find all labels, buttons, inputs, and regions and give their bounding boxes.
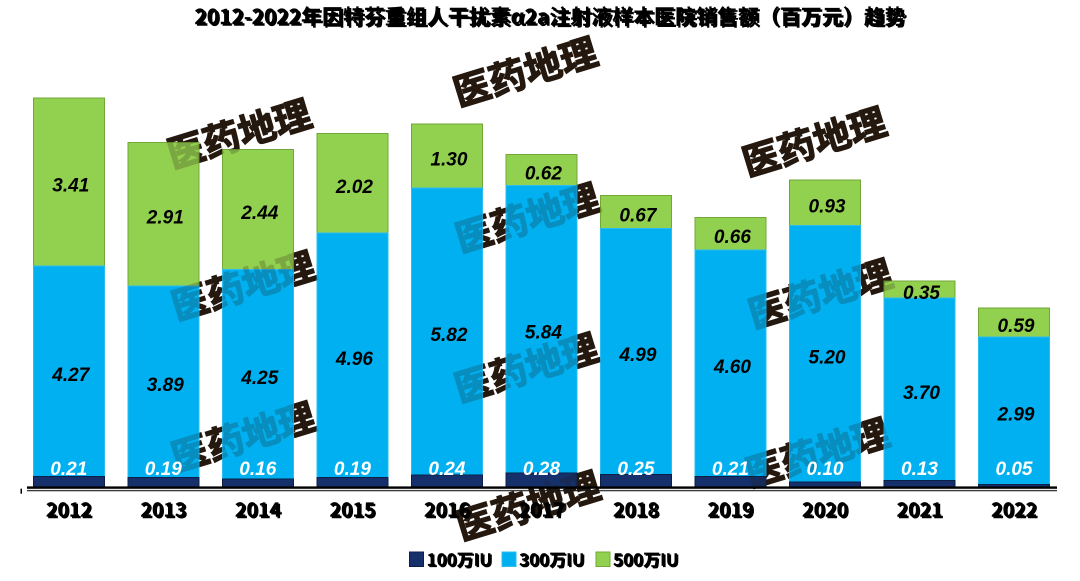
svg-text:0.13: 0.13	[901, 459, 938, 480]
svg-text:2.44: 2.44	[240, 203, 278, 224]
svg-text:0.67: 0.67	[619, 206, 657, 227]
svg-text:4.96: 4.96	[335, 349, 373, 370]
svg-text:2.99: 2.99	[997, 404, 1035, 425]
svg-text:3.89: 3.89	[147, 375, 184, 396]
svg-text:3.70: 3.70	[903, 383, 940, 404]
svg-text:0.93: 0.93	[809, 196, 846, 217]
svg-text:0.24: 0.24	[428, 459, 465, 480]
svg-text:4.27: 4.27	[51, 365, 90, 386]
svg-text:4.60: 4.60	[713, 357, 751, 378]
svg-text:5.20: 5.20	[809, 347, 846, 368]
svg-text:0.28: 0.28	[523, 459, 560, 480]
svg-text:5.84: 5.84	[525, 323, 562, 344]
svg-text:1.30: 1.30	[430, 150, 467, 171]
svg-text:2.91: 2.91	[146, 208, 184, 229]
svg-text:0.21: 0.21	[712, 459, 749, 480]
svg-text:0.19: 0.19	[145, 459, 182, 480]
svg-text:0.16: 0.16	[239, 459, 276, 480]
svg-text:0.25: 0.25	[617, 459, 654, 480]
svg-text:0.35: 0.35	[903, 283, 940, 304]
svg-text:0.19: 0.19	[334, 459, 371, 480]
svg-text:0.59: 0.59	[998, 316, 1035, 337]
svg-text:0.05: 0.05	[996, 459, 1033, 480]
svg-text:0.66: 0.66	[714, 227, 751, 248]
svg-text:4.25: 4.25	[240, 368, 278, 389]
svg-text:5.82: 5.82	[430, 325, 467, 346]
svg-text:0.10: 0.10	[807, 459, 844, 480]
svg-text:3.41: 3.41	[52, 176, 89, 197]
svg-text:2.02: 2.02	[335, 177, 373, 198]
svg-text:0.21: 0.21	[50, 459, 87, 480]
svg-text:0.62: 0.62	[525, 164, 562, 185]
svg-text:4.99: 4.99	[618, 345, 656, 366]
